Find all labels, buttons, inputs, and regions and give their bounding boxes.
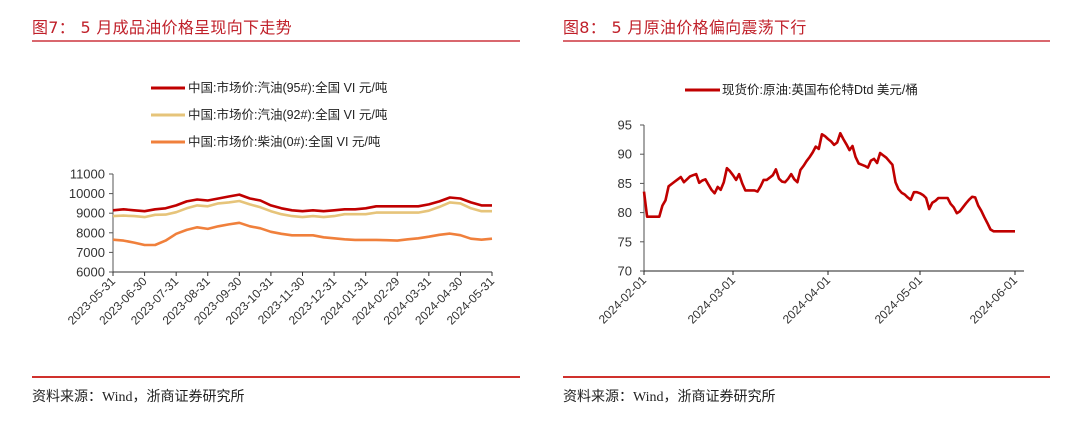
legend-item-diesel0: 中国:市场价:柴油(0#):全国 VI 元/吨 bbox=[151, 134, 381, 149]
y-tick-label: 7000 bbox=[76, 245, 105, 260]
figure7-title: 图7： 5 月成品油价格呈现向下走势 bbox=[32, 18, 292, 37]
y-tick-label: 9000 bbox=[76, 206, 105, 221]
figure7-panel: 图7： 5 月成品油价格呈现向下走势 中国:市场价:汽油(95#):全国 VI … bbox=[32, 18, 520, 405]
figure8-panel: 图8： 5 月原油价格偏向震荡下行 现货价:原油:英国布伦特Dtd 美元/桶 7… bbox=[540, 0, 1080, 424]
figure8-axes: 70 75 80 85 90 95 2024-02-01 2024-03-01 2024-04-… bbox=[596, 118, 1024, 327]
figure8-legend: 现货价:原油:英国布伦特Dtd 美元/桶 bbox=[685, 82, 918, 97]
figure7-legend: 中国:市场价:汽油(95#):全国 VI 元/吨 中国:市场价:汽油(92#):… bbox=[151, 80, 388, 149]
y-tick-label: 80 bbox=[618, 205, 632, 220]
series-line bbox=[642, 131, 1015, 233]
x-tick-label: 2024-03-01 bbox=[685, 273, 739, 327]
figure8-chart: 现货价:原油:英国布伦特Dtd 美元/桶 70 75 80 85 90 95 2024-02… bbox=[596, 82, 1024, 327]
y-tick-label: 11000 bbox=[70, 167, 105, 182]
figure7-bottom-rule bbox=[32, 376, 520, 378]
series-line bbox=[112, 199, 492, 219]
x-tick-label: 2024-04-01 bbox=[780, 273, 834, 327]
figure7-axes: 600070008000900010000110002023-05-312023… bbox=[65, 167, 498, 328]
y-tick-label: 90 bbox=[618, 147, 632, 162]
legend-label-diesel0: 中国:市场价:柴油(0#):全国 VI 元/吨 bbox=[188, 134, 381, 149]
legend-label-brent: 现货价:原油:英国布伦特Dtd 美元/桶 bbox=[722, 82, 918, 97]
series-line bbox=[112, 221, 493, 247]
figure8-title-rule bbox=[563, 40, 1050, 42]
legend-label-gasoline95: 中国:市场价:汽油(95#):全国 VI 元/吨 bbox=[188, 80, 388, 95]
figure8-bottom-rule bbox=[563, 376, 1050, 378]
x-tick-label: 2024-02-01 bbox=[596, 273, 650, 327]
figure7-chart: 中国:市场价:汽油(95#):全国 VI 元/吨 中国:市场价:汽油(92#):… bbox=[65, 80, 498, 328]
legend-label-gasoline92: 中国:市场价:汽油(92#):全国 VI 元/吨 bbox=[188, 107, 388, 122]
legend-item-gasoline92: 中国:市场价:汽油(92#):全国 VI 元/吨 bbox=[151, 107, 388, 122]
y-tick-label: 85 bbox=[618, 176, 632, 191]
figure7-source: 资料来源：Wind，浙商证券研究所 bbox=[32, 390, 245, 405]
y-tick-label: 95 bbox=[618, 118, 632, 133]
y-tick-label: 10000 bbox=[69, 186, 105, 201]
series-line bbox=[112, 193, 492, 213]
legend-item-brent: 现货价:原油:英国布伦特Dtd 美元/桶 bbox=[685, 82, 918, 97]
figure8-title: 图8： 5 月原油价格偏向震荡下行 bbox=[563, 18, 807, 37]
figure8-source: 资料来源：Wind，浙商证券研究所 bbox=[563, 390, 776, 405]
y-tick-label: 70 bbox=[618, 264, 632, 279]
y-tick-label: 75 bbox=[618, 234, 632, 249]
x-tick-label: 2024-05-01 bbox=[872, 273, 926, 327]
figure7-title-rule bbox=[32, 40, 520, 42]
figure8-lines bbox=[642, 131, 1015, 233]
y-tick-label: 6000 bbox=[76, 265, 105, 280]
figure7-lines bbox=[112, 193, 493, 247]
y-tick-label: 8000 bbox=[76, 225, 105, 240]
legend-item-gasoline95: 中国:市场价:汽油(95#):全国 VI 元/吨 bbox=[151, 80, 388, 95]
x-tick-label: 2024-06-01 bbox=[967, 273, 1021, 327]
